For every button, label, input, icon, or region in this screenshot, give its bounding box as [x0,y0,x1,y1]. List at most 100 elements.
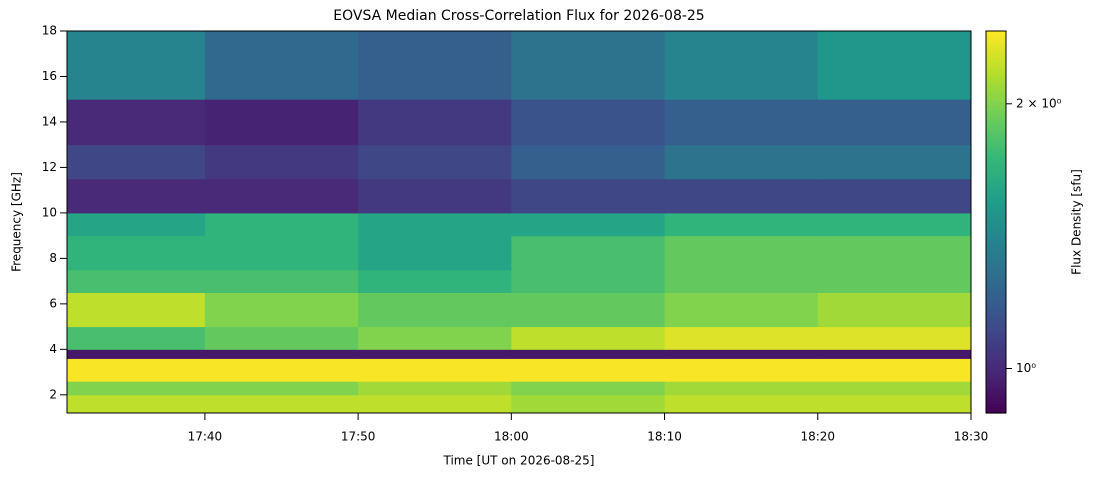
heatmap-cell [204,292,359,328]
heatmap-cell [358,394,512,414]
colorbar-segment [986,260,1006,264]
colorbar-segment [986,387,1006,392]
colorbar-segment [986,196,1006,201]
colorbar-segment [986,186,1006,191]
colorbar-segment [986,400,1006,405]
colorbar-segment [986,323,1006,328]
y-tick-label: 8 [49,251,57,265]
heatmap-cell [204,358,359,382]
colorbar-segment [986,136,1006,140]
colorbar-segment [986,320,1006,325]
colorbar-segment [986,295,1006,299]
heatmap-cell [204,381,359,396]
x-tick-label: 18:10 [647,430,682,444]
colorbar-segment [986,161,1006,166]
heatmap-cell [817,99,972,146]
colorbar-segment [986,279,1006,284]
colorbar-segment [986,241,1006,245]
heatmap-cell [358,381,512,396]
heatmap-cell [358,178,512,214]
colorbar-segment [986,317,1006,322]
heatmap-cell [358,144,512,180]
colorbar-tick-label: 2 × 10⁰ [1016,96,1062,110]
colorbar-segment [986,50,1006,54]
colorbar-segment [986,247,1006,252]
heatmap-cell [204,31,359,100]
y-tick-label: 16 [42,69,57,83]
x-tick-label: 18:20 [800,430,835,444]
colorbar-segment [986,225,1006,229]
colorbar-segment [986,40,1006,45]
colorbar-segment [986,362,1006,366]
heatmap-cell [67,31,206,100]
colorbar-segment [986,199,1006,204]
colorbar-tick-label: 10⁰ [1016,361,1036,375]
colorbar-segment [986,155,1006,159]
colorbar-segment [986,301,1006,306]
y-axis-label: Frequency [GHz] [10,172,24,272]
colorbar-segment [986,234,1006,239]
x-tick-label: 17:40 [188,430,223,444]
colorbar-segment [986,91,1006,96]
heatmap-cell [511,99,666,146]
heatmap-cell [67,349,206,359]
heatmap-cell [204,349,359,359]
heatmap-cell [817,381,972,396]
heatmap-cell [664,144,819,180]
colorbar-segment [986,123,1006,128]
heatmap-cell [511,178,666,214]
colorbar-segment [986,107,1006,112]
y-tick-label: 6 [49,296,57,310]
heatmap-cell [817,349,972,359]
colorbar-segment [986,304,1006,309]
y-tick-label: 2 [49,387,57,401]
colorbar-segment [986,390,1006,395]
colorbar-segment [986,218,1006,223]
colorbar-segment [986,368,1006,373]
heatmap-cell [511,269,666,293]
heatmap-cell [664,235,819,271]
colorbar-segment [986,177,1006,182]
colorbar-segment [986,237,1006,242]
heatmap-cell [358,292,512,328]
colorbar-segment [986,409,1006,414]
colorbar-segment [986,377,1006,382]
colorbar-segment [986,371,1006,376]
heatmap-cell [664,326,819,350]
colorbar-segment [986,314,1006,319]
colorbar-segment [986,85,1006,89]
colorbar-segment [986,53,1006,58]
colorbar-segment [986,132,1006,137]
heatmap-cell [67,326,206,350]
heatmap-cell [511,292,666,328]
heatmap-cell [664,212,819,237]
heatmap-cell [67,144,206,180]
colorbar-segment [986,406,1006,411]
heatmap-cell [358,326,512,350]
colorbar-segment [986,358,1006,363]
colorbar-segment [986,94,1006,99]
x-axis-label: Time [UT on 2026-08-25] [443,454,595,468]
colorbar-segment [986,276,1006,280]
heatmap-cell [204,99,359,146]
heatmap-cell [817,31,972,100]
y-tick-label: 10 [42,205,57,219]
heatmap-cell [358,31,512,100]
y-tick-label: 12 [42,160,57,174]
colorbar-segment [986,403,1006,408]
colorbar-label: Flux Density [sfu] [1070,169,1084,275]
colorbar-segment [986,43,1006,48]
colorbar-segment [986,158,1006,163]
heatmap-cell [204,394,359,414]
heatmap-cell [67,358,206,382]
colorbar-segment [986,180,1006,185]
colorbar-segment [986,355,1006,360]
heatmap-cell [67,99,206,146]
colorbar-segment [986,285,1006,290]
colorbar-segment [986,397,1006,401]
heatmap-cell [204,212,359,237]
colorbar-frame [985,30,1007,414]
heatmap-cell [511,212,666,237]
heatmap-cell [817,144,972,180]
heatmap-cell [358,358,512,382]
